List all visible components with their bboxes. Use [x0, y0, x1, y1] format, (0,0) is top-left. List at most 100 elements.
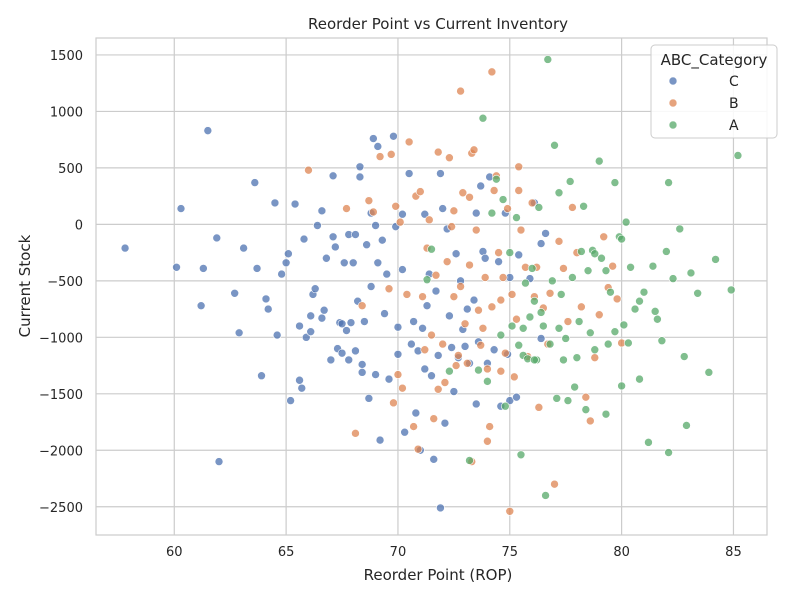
- data-point-b: [514, 162, 524, 172]
- data-point-a: [653, 314, 662, 324]
- data-point-a: [521, 278, 530, 288]
- data-point-a: [686, 268, 696, 278]
- data-point-a: [530, 355, 539, 365]
- data-point-b: [451, 361, 461, 370]
- data-point-b: [485, 422, 494, 431]
- x-tick-label: 85: [725, 545, 742, 560]
- data-point-a: [626, 262, 635, 272]
- data-point-b: [512, 314, 521, 324]
- data-point-c: [436, 503, 445, 513]
- data-point-a: [664, 448, 673, 457]
- data-point-b: [505, 506, 515, 516]
- data-point-c: [469, 295, 479, 305]
- data-point-a: [568, 273, 577, 282]
- data-point-c: [120, 243, 130, 253]
- data-point-c: [263, 304, 273, 314]
- legend-items: CBA: [668, 74, 739, 134]
- data-point-c: [212, 233, 222, 243]
- data-point-b: [304, 165, 313, 175]
- x-tick-label: 70: [390, 545, 407, 560]
- data-point-c: [438, 204, 447, 213]
- data-point-a: [577, 247, 586, 256]
- data-point-c: [398, 265, 407, 274]
- data-point-a: [619, 320, 629, 330]
- data-point-a: [530, 296, 539, 306]
- data-point-c: [313, 221, 322, 230]
- data-point-c: [393, 322, 403, 332]
- data-point-b: [474, 305, 483, 315]
- data-point-c: [348, 258, 358, 268]
- data-point-c: [310, 284, 320, 294]
- legend-marker-b: [668, 98, 678, 108]
- data-point-a: [693, 288, 702, 298]
- data-point-c: [199, 264, 208, 273]
- data-point-c: [364, 394, 374, 403]
- data-point-b: [554, 237, 564, 246]
- data-point-a: [583, 266, 593, 275]
- data-point-c: [277, 269, 286, 279]
- data-point-a: [668, 274, 678, 283]
- data-point-a: [603, 339, 613, 349]
- legend-box: [650, 44, 778, 139]
- data-point-a: [644, 438, 653, 447]
- data-point-a: [648, 261, 658, 271]
- data-point-b: [413, 444, 423, 454]
- data-point-a: [726, 285, 736, 295]
- data-point-b: [458, 188, 468, 198]
- data-point-a: [474, 365, 483, 375]
- data-point-a: [679, 352, 689, 361]
- data-point-a: [711, 255, 720, 264]
- data-point-a: [465, 456, 474, 465]
- data-point-b: [516, 225, 526, 235]
- data-point-a: [733, 151, 743, 160]
- data-point-a: [487, 208, 497, 218]
- data-point-b: [416, 187, 425, 196]
- legend: ABC_Category CBA: [650, 44, 778, 139]
- data-point-b: [384, 284, 394, 294]
- data-point-c: [445, 311, 454, 321]
- data-point-b: [483, 364, 492, 374]
- y-tick-labels: −2500 −2000 −1500 −1000 −500 0 500 1000 1500: [39, 49, 83, 516]
- x-tick-label: 60: [166, 545, 183, 560]
- data-point-c: [355, 162, 365, 172]
- data-point-b: [404, 137, 414, 147]
- data-point-b: [454, 351, 463, 360]
- data-point-c: [471, 208, 481, 218]
- data-point-b: [465, 260, 474, 270]
- data-point-b: [487, 302, 497, 312]
- y-tick-label: 0: [75, 218, 83, 233]
- data-point-c: [351, 230, 360, 239]
- data-point-b: [427, 330, 436, 340]
- data-point-c: [382, 269, 392, 279]
- legend-label-b: B: [729, 96, 739, 112]
- data-point-b: [489, 186, 499, 195]
- data-point-b: [402, 290, 412, 299]
- data-point-a: [586, 328, 595, 338]
- data-point-a: [664, 178, 673, 187]
- data-point-c: [411, 408, 421, 418]
- data-point-c: [299, 234, 309, 244]
- x-axis-title: Reorder Point (ROP): [364, 566, 513, 584]
- data-point-a: [570, 382, 579, 392]
- data-point-a: [581, 405, 591, 414]
- data-point-c: [375, 435, 385, 445]
- data-point-c: [536, 239, 546, 248]
- legend-label-a: A: [729, 118, 739, 134]
- data-point-c: [494, 257, 503, 266]
- data-point-c: [322, 253, 331, 263]
- data-point-c: [270, 198, 280, 208]
- data-point-c: [407, 339, 416, 349]
- data-point-c: [328, 171, 338, 181]
- data-point-c: [371, 370, 380, 379]
- data-point-c: [331, 242, 340, 252]
- data-point-a: [547, 276, 557, 286]
- data-point-b: [357, 301, 367, 311]
- data-point-a: [606, 287, 615, 297]
- data-point-b: [418, 292, 427, 301]
- data-point-c: [440, 418, 450, 428]
- data-point-b: [586, 416, 595, 426]
- data-point-a: [498, 195, 508, 204]
- data-point-c: [536, 334, 546, 343]
- data-point-c: [480, 253, 490, 263]
